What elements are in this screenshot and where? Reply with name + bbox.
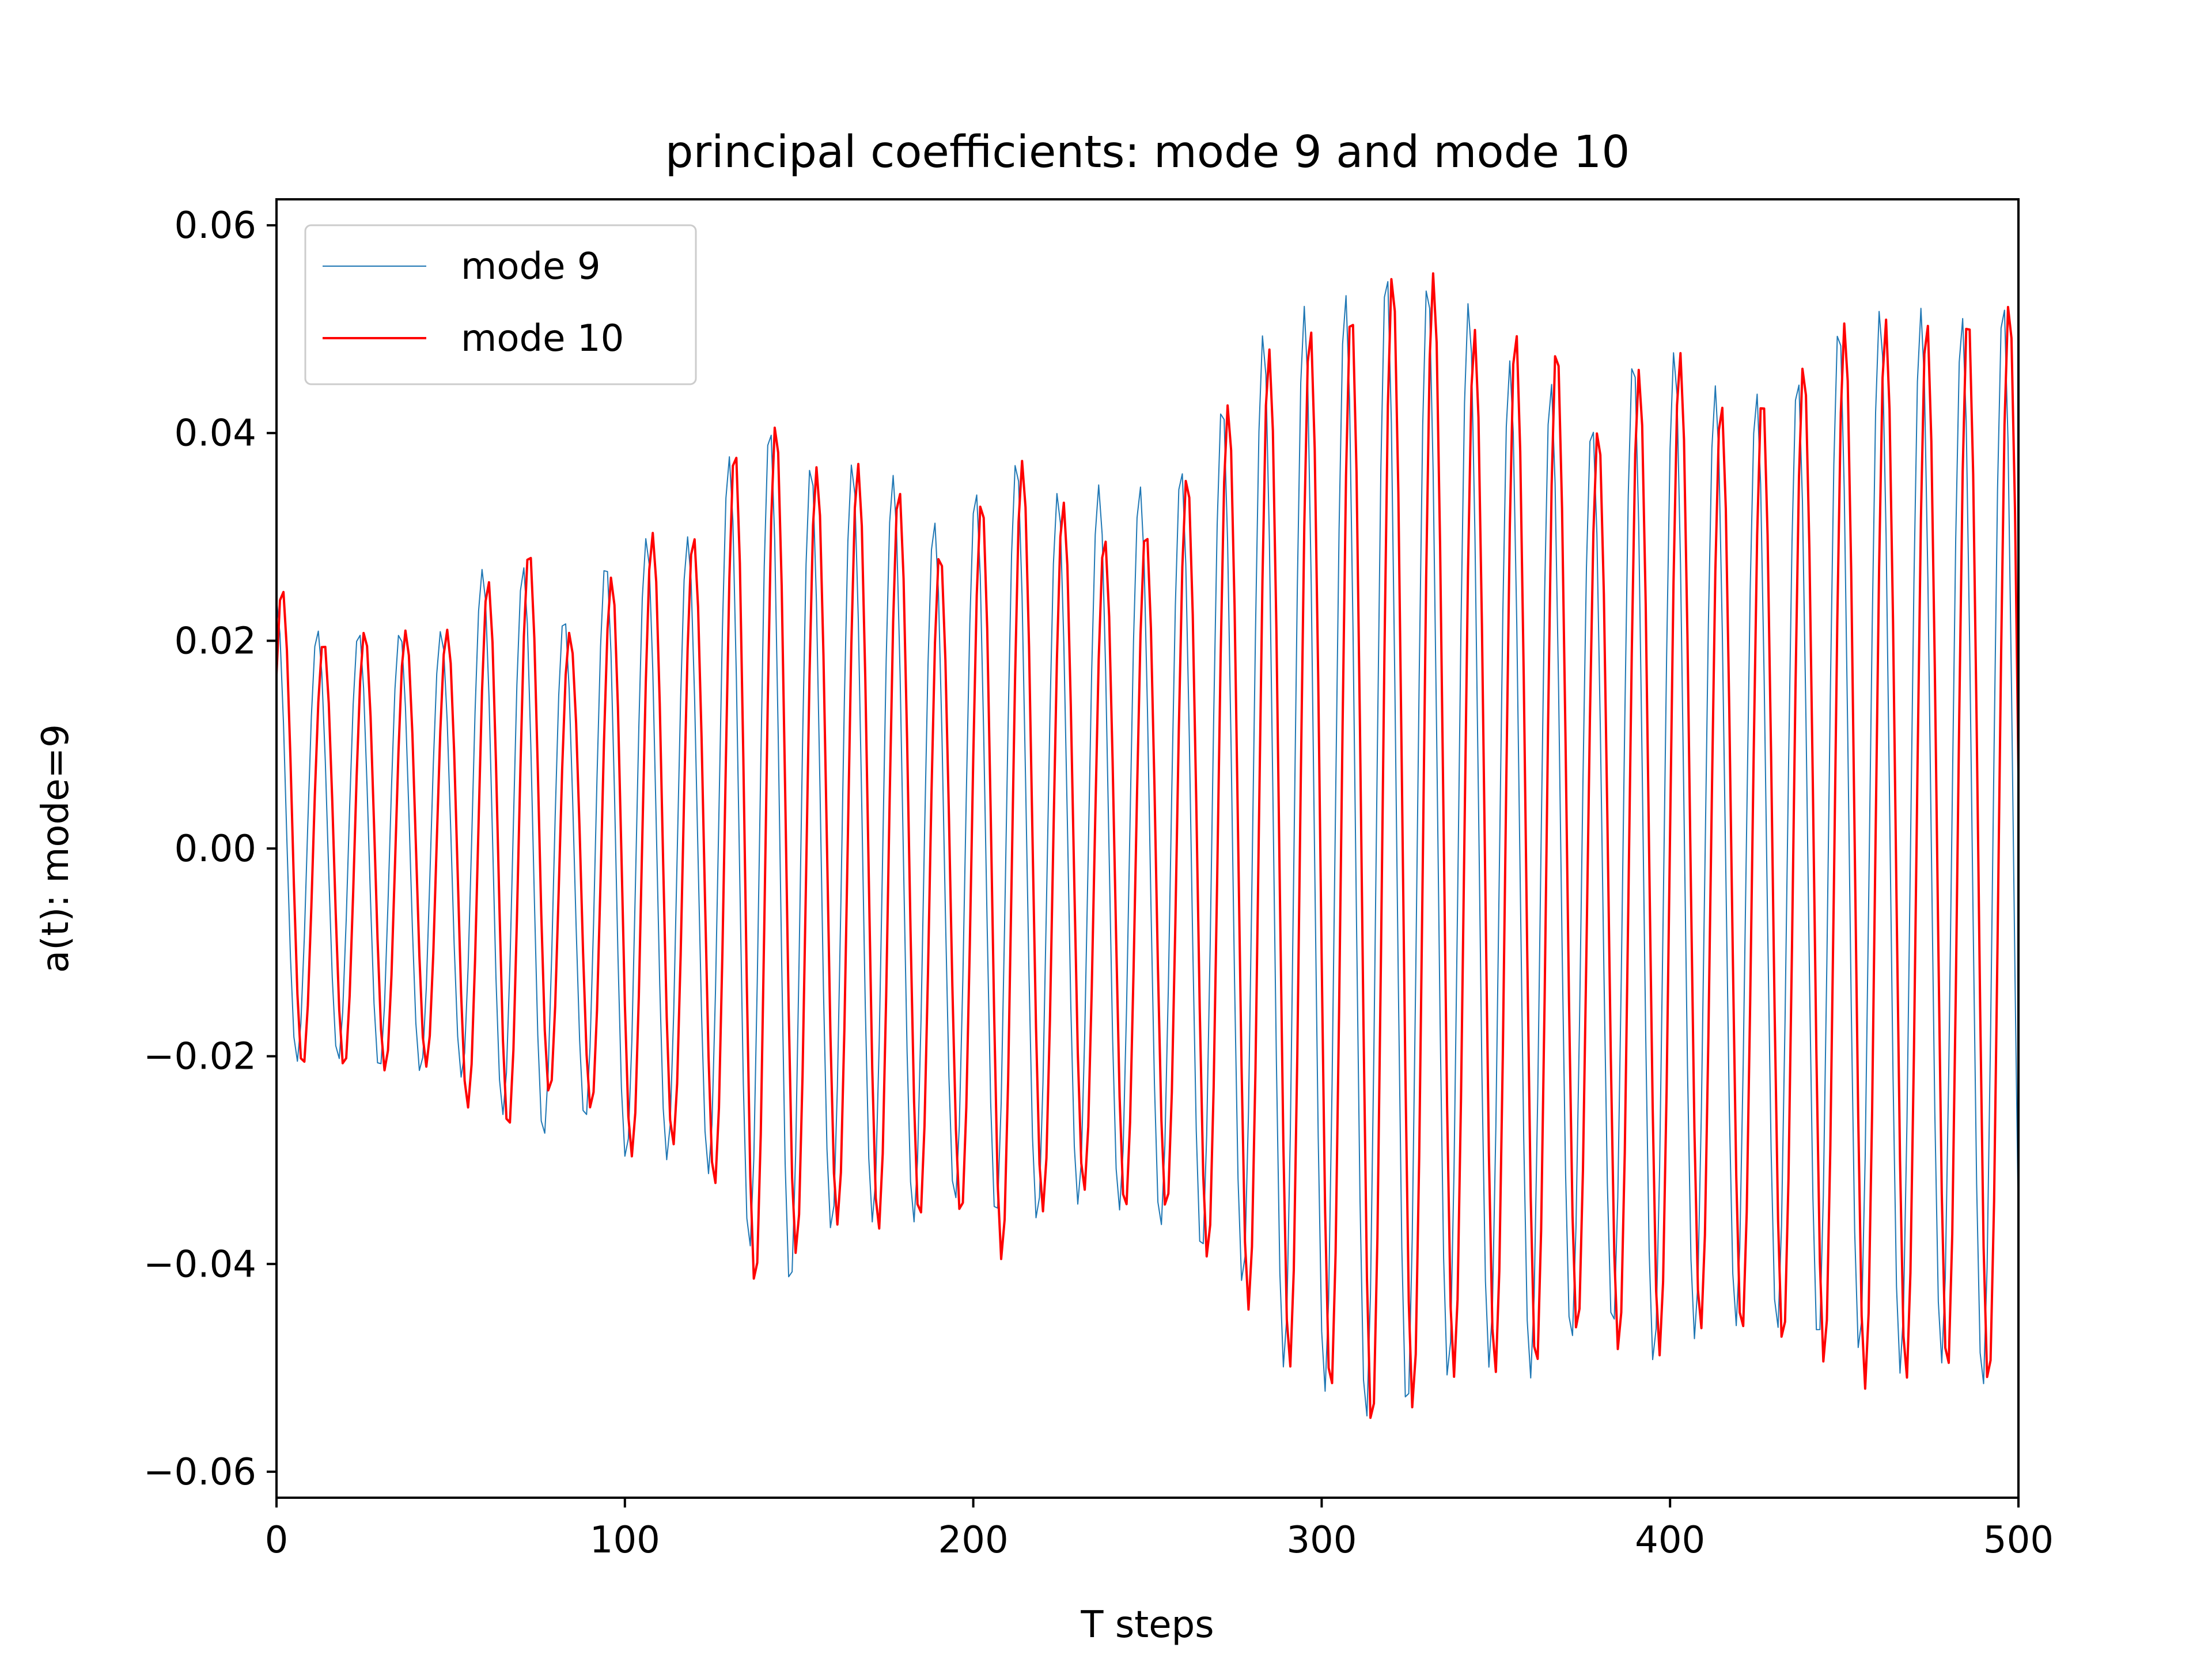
x-tick-label: 400: [1635, 1519, 1705, 1562]
series-line-mode-10: [276, 272, 2018, 1419]
y-axis: −0.06 −0.04 −0.02 0.00 0.02 0.04 0.06: [143, 204, 276, 1494]
x-tick-label: 300: [1286, 1519, 1357, 1562]
y-tick-label: 0.02: [175, 620, 257, 662]
y-tick-label: 0.04: [175, 412, 257, 455]
x-tick-label: 500: [1983, 1519, 2054, 1562]
y-tick-label: −0.02: [143, 1036, 256, 1078]
x-tick-label: 200: [938, 1519, 1009, 1562]
x-axis-label: T steps: [1080, 1604, 1214, 1646]
y-tick-label: −0.04: [143, 1243, 256, 1286]
legend-box: [304, 224, 697, 385]
legend: mode 9 mode 10: [304, 224, 697, 385]
y-tick-label: −0.06: [143, 1451, 256, 1494]
x-tick-label: 100: [590, 1519, 660, 1562]
x-axis: 0 100 200 300 400 500: [265, 1498, 2054, 1562]
y-tick-label: 0.06: [175, 204, 257, 247]
y-axis-label: a(t): mode=9: [35, 724, 77, 973]
y-tick-label: 0.00: [175, 828, 257, 870]
legend-label-mode-10: mode 10: [461, 317, 624, 360]
series-layer: [276, 272, 2018, 1419]
legend-label-mode-9: mode 9: [461, 245, 601, 288]
x-tick-label: 0: [265, 1519, 289, 1562]
series-line-mode-9: [276, 281, 2018, 1416]
chart-title: principal coefficients: mode 9 and mode …: [665, 127, 1630, 178]
